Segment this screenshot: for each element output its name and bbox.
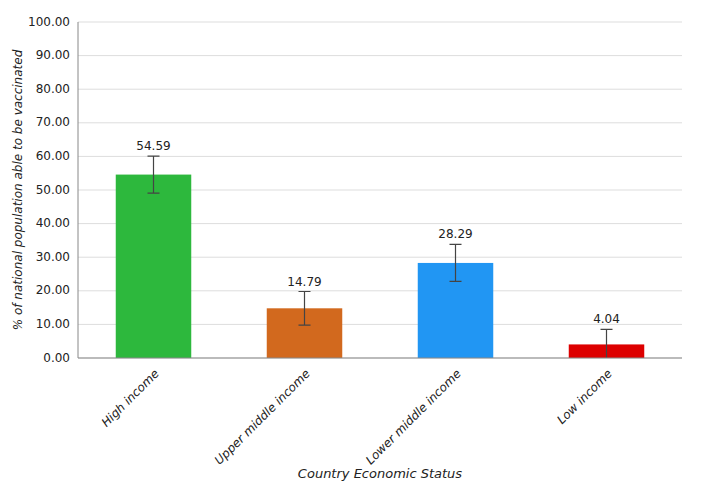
y-tick-label: 100.00 (28, 15, 70, 29)
data-label: 4.04 (593, 312, 620, 326)
error-bar (601, 329, 613, 358)
x-axis-line (78, 358, 682, 359)
y-tick-label: 10.00 (36, 317, 70, 331)
y-tick-label: 0.00 (43, 351, 70, 365)
x-tick-label: Low income (554, 366, 615, 427)
y-tick-label: 90.00 (36, 48, 70, 62)
axes (78, 22, 682, 358)
grid-line (78, 55, 682, 56)
error-bar (299, 292, 311, 326)
y-tick-label: 20.00 (36, 283, 70, 297)
x-tick-label: Lower middle income (363, 366, 464, 467)
grid-line (78, 89, 682, 90)
grid-line (78, 358, 682, 359)
y-tick-label: 60.00 (36, 149, 70, 163)
y-tick-label: 70.00 (36, 115, 70, 129)
data-labels: 54.59 14.79 28.29 4.04 (136, 139, 620, 326)
grid-line (78, 156, 682, 157)
x-tick-label: High income (99, 366, 162, 429)
y-axis-line (78, 22, 79, 358)
y-tick-label: 50.00 (36, 183, 70, 197)
y-tick-label: 30.00 (36, 250, 70, 264)
chart-svg: 0.00 10.00 20.00 30.00 40.00 50.00 60.00 70.00 8… (0, 0, 702, 490)
x-tick-label: Upper middle income (212, 366, 313, 467)
bars (116, 175, 645, 358)
data-label: 28.29 (438, 227, 472, 241)
x-axis-title: Country Economic Status (298, 466, 462, 481)
chart-container: 0.00 10.00 20.00 30.00 40.00 50.00 60.00 70.00 8… (0, 0, 702, 490)
y-ticks: 0.00 10.00 20.00 30.00 40.00 50.00 60.00 70.00 8… (28, 15, 70, 365)
y-tick-label: 80.00 (36, 82, 70, 96)
error-bars (148, 156, 613, 358)
grid (78, 22, 682, 358)
data-label: 54.59 (136, 139, 170, 153)
error-bar (450, 244, 462, 281)
error-bar (148, 156, 160, 193)
y-axis-title: % of national population able to be vacc… (11, 49, 25, 330)
y-tick-label: 40.00 (36, 216, 70, 230)
grid-line (78, 22, 682, 23)
x-ticks: High income Upper middle income Lower midd… (99, 366, 615, 467)
bar (116, 175, 192, 358)
grid-line (78, 122, 682, 123)
data-label: 14.79 (287, 275, 321, 289)
